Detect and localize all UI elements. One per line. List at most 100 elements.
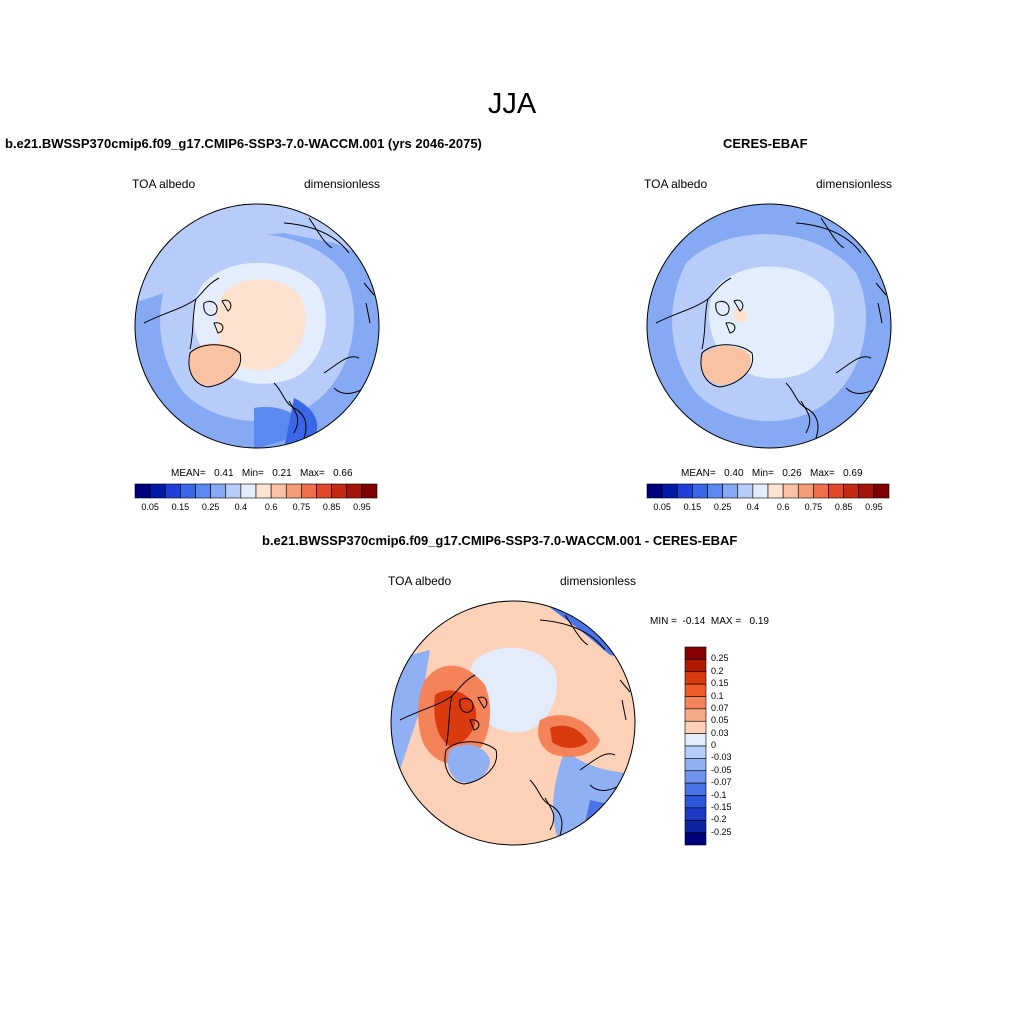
obs-coastlines	[655, 217, 887, 439]
diff-max-value: 0.19	[749, 616, 769, 627]
obs-units-label: dimensionless	[816, 177, 893, 191]
model-polar-map	[134, 203, 380, 449]
obs-colorbar-swatch	[843, 483, 860, 499]
obs-colorbar-tick-label: 0.75	[804, 502, 823, 512]
obs-colorbar-swatch	[873, 483, 890, 499]
model-panel-title: b.e21.BWSSP370cmip6.f09_g17.CMIP6-SSP3-7…	[5, 136, 482, 151]
diff-colorbar-swatch	[684, 770, 707, 784]
obs-colorbar-swatch	[692, 483, 708, 499]
model-colorbar-swatch	[316, 483, 332, 499]
model-colorbar-swatch	[255, 483, 272, 499]
obs-arctic-patch	[733, 308, 748, 323]
model-colorbar-swatch	[164, 483, 181, 499]
diff-colorbar-tick-label: -0.2	[711, 814, 727, 825]
obs-stats: MEAN= 0.40 Min= 0.26 Max= 0.69	[681, 468, 863, 479]
obs-colorbar-swatch	[661, 483, 678, 499]
obs-colorbar-swatch	[722, 483, 739, 499]
model-max-value: 0.66	[333, 468, 353, 479]
diff-colorbar-tick-label: 0.2	[711, 665, 724, 676]
figure-title: JJA	[487, 88, 537, 120]
obs-colorbar-tick-label: 0.95	[865, 502, 883, 512]
diff-variable-label: TOA albedo	[388, 574, 452, 588]
model-colorbar-swatch	[270, 483, 287, 499]
diff-colorbar-swatch	[684, 819, 707, 833]
model-colorbar-tick-label: 0.6	[264, 502, 278, 512]
obs-min-label: Min=	[751, 468, 774, 479]
diff-colorbar-swatch	[684, 659, 707, 673]
model-colorbar-swatch	[180, 483, 196, 499]
obs-polar-map	[646, 203, 892, 449]
model-colorbar-tick-label: 0.15	[171, 502, 190, 512]
diff-colorbar-swatch	[684, 696, 707, 710]
obs-colorbar	[646, 483, 890, 499]
diff-colorbar-swatch	[684, 720, 707, 734]
model-map-border	[134, 203, 380, 449]
diff-colorbar-tick-label: 0.07	[711, 702, 729, 713]
model-mean-value: 0.41	[214, 468, 234, 479]
diff-polar-map	[390, 600, 636, 846]
diff-units-label: dimensionless	[560, 574, 637, 588]
obs-colorbar-tick-label: 0.4	[746, 502, 760, 512]
diff-colorbar-tick-label: -0.07	[711, 777, 732, 788]
diff-colorbar-swatch	[684, 683, 707, 697]
model-mean-label: MEAN=	[171, 468, 206, 479]
obs-max-label: Max=	[810, 468, 835, 479]
obs-mean-value: 0.40	[724, 468, 744, 479]
diff-colorbar-swatch	[684, 782, 707, 796]
diff-colorbar-tick-label: 0.05	[711, 715, 729, 726]
diff-colorbar-tick-label: 0	[711, 740, 717, 750]
diff-colorbar-swatch	[684, 758, 707, 772]
model-colorbar-swatch	[149, 483, 166, 499]
diff-negative-west	[391, 650, 430, 770]
diff-high-siberia	[550, 725, 588, 748]
diff-colorbar	[684, 646, 707, 846]
model-arctic-cap	[216, 279, 306, 370]
diff-colorbar-tick-label: -0.03	[711, 752, 732, 763]
diff-coastlines	[399, 614, 631, 836]
obs-colorbar-swatch	[797, 483, 814, 499]
diff-colorbar-tick-label: -0.15	[711, 801, 732, 812]
obs-colorbar-tick-label: 0.05	[653, 502, 671, 512]
obs-colorbar-swatch	[646, 483, 663, 499]
model-midlat-band	[135, 204, 379, 303]
diff-stats: MIN = -0.14 MAX = 0.19	[650, 616, 769, 627]
diff-colorbar-swatch	[684, 671, 707, 685]
diff-zero-arctic	[469, 647, 558, 733]
obs-mean-label: MEAN=	[681, 468, 716, 479]
diff-colorbar-swatch	[684, 795, 707, 809]
diff-map-border	[390, 600, 636, 846]
diff-colorbar-swatch	[684, 646, 707, 660]
diff-colorbar-swatch	[684, 745, 707, 759]
obs-colorbar-swatch	[676, 483, 693, 499]
model-colorbar-swatch	[331, 483, 348, 499]
model-min-label: Min=	[241, 468, 264, 479]
obs-colorbar-tick-label: 0.85	[834, 502, 853, 512]
diff-colorbar-tick-label: -0.25	[711, 826, 732, 837]
obs-min-value: 0.26	[782, 468, 802, 479]
diff-colorbar-tick-label: 0.15	[711, 678, 729, 689]
diff-colorbar-tick-label: 0.1	[711, 690, 724, 701]
model-colorbar-swatch	[346, 483, 363, 499]
model-colorbar-tick-label: 0.05	[141, 502, 159, 512]
model-colorbar-tick-label: 0.85	[322, 502, 341, 512]
model-colorbar-swatch	[240, 483, 257, 499]
diff-high-archipelago	[434, 690, 477, 746]
model-colorbar-swatch	[225, 483, 242, 499]
diff-min-label: MIN =	[650, 616, 677, 627]
model-coastlines	[143, 217, 375, 439]
obs-colorbar-swatch	[858, 483, 875, 499]
obs-colorbar-swatch	[828, 483, 844, 499]
diff-colorbar-tick-label: -0.05	[711, 764, 732, 775]
obs-colorbar-swatch	[752, 483, 769, 499]
obs-colorbar-swatch	[813, 483, 829, 499]
diff-max-label: MAX =	[710, 616, 742, 627]
diff-negative-greenland	[447, 744, 490, 783]
model-units-label: dimensionless	[304, 177, 381, 191]
model-stats: MEAN= 0.41 Min= 0.21 Max= 0.66	[171, 468, 353, 479]
model-variable-label: TOA albedo	[132, 177, 196, 191]
obs-max-value: 0.69	[843, 468, 863, 479]
model-colorbar-swatch	[301, 483, 317, 499]
model-max-label: Max=	[300, 468, 325, 479]
diff-colorbar-tick-label: 0.25	[711, 653, 729, 664]
model-colorbar-swatch	[134, 483, 151, 499]
